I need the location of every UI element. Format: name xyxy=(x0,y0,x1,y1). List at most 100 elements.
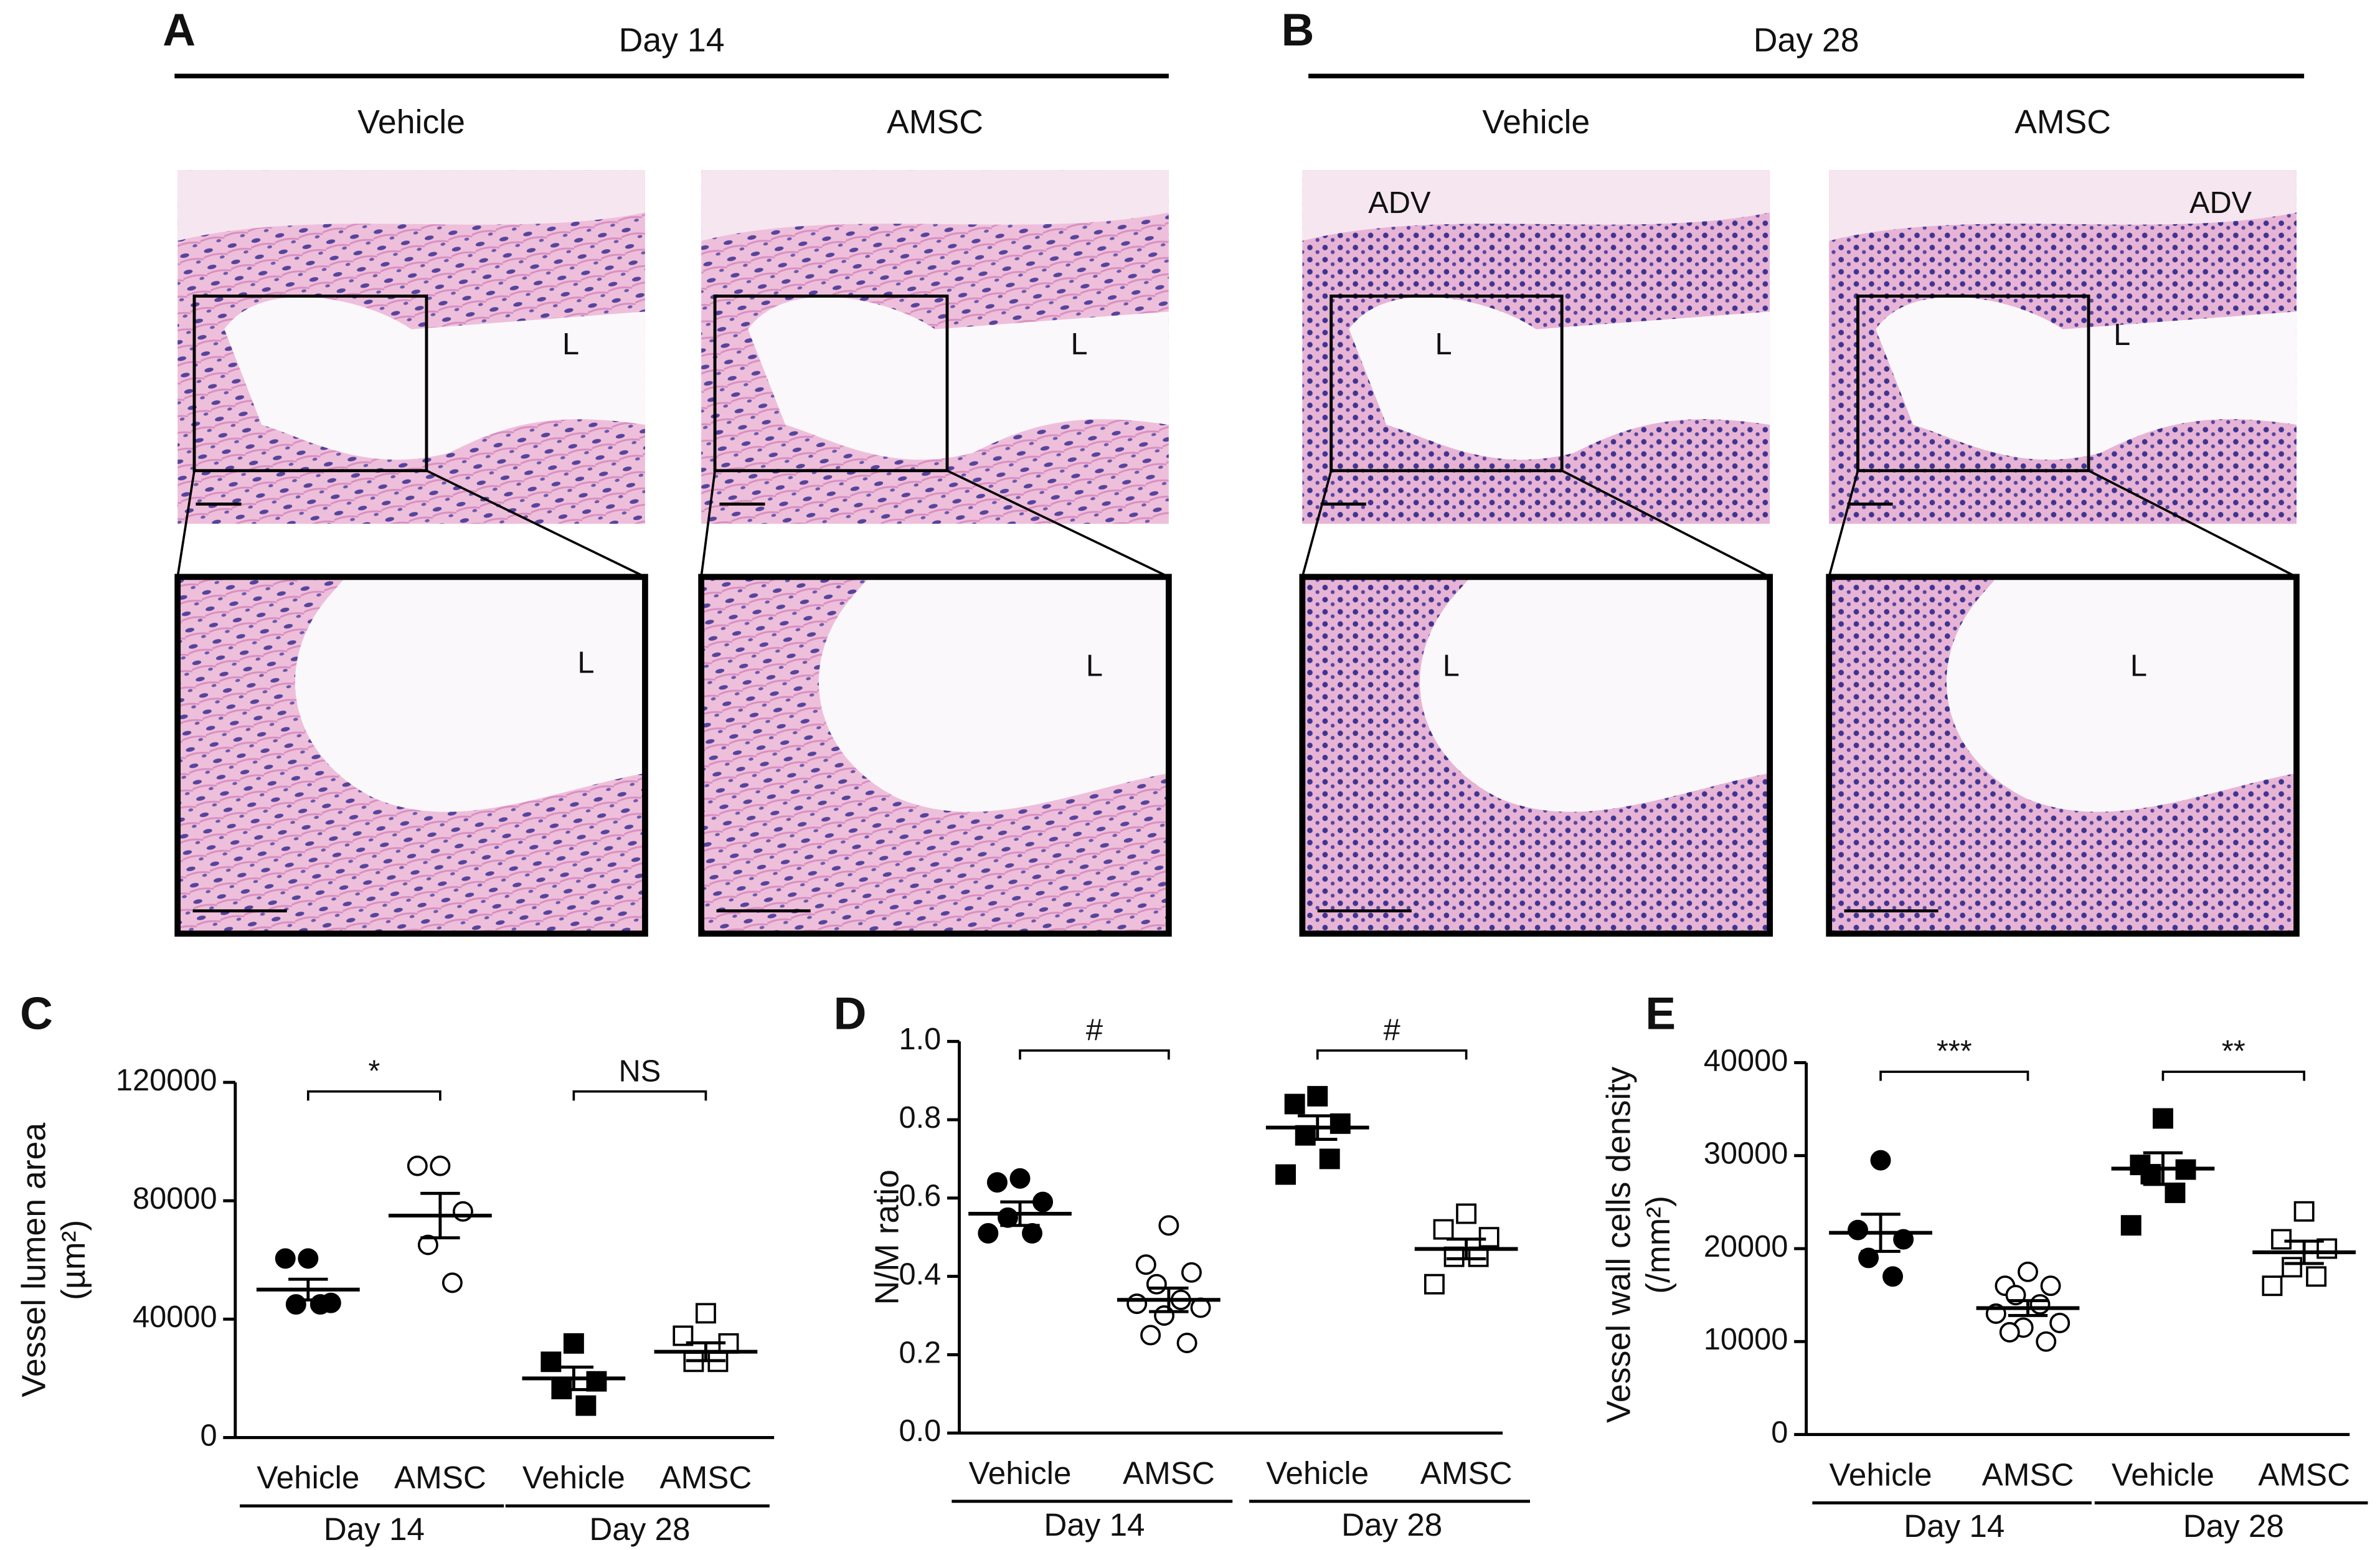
adventitia xyxy=(1829,170,2297,241)
y-tick-label: 0.0 xyxy=(899,1414,941,1448)
zoom-frame xyxy=(1299,574,1773,937)
sem-bar xyxy=(1446,1237,1486,1260)
data-point xyxy=(986,1172,1008,1193)
data-point xyxy=(586,1371,607,1392)
data-point xyxy=(298,1248,319,1269)
sem-bar xyxy=(686,1341,726,1363)
data-point xyxy=(2282,1257,2303,1278)
data-point xyxy=(575,1395,597,1416)
x-tick-label: AMSC xyxy=(660,1460,752,1495)
significance-bracket xyxy=(1019,1049,1170,1060)
x-tick-label: Vehicle xyxy=(257,1460,359,1495)
significance-bracket xyxy=(2161,1070,2305,1081)
x-tick-label: Vehicle xyxy=(522,1460,625,1495)
data-point xyxy=(1858,1247,1879,1269)
y-tick-label: 0.6 xyxy=(899,1179,941,1213)
x-tick-label: Vehicle xyxy=(1266,1455,1369,1491)
data-point xyxy=(1319,1148,1340,1170)
x-tick-label: AMSC xyxy=(1420,1455,1513,1491)
x-tick-label: AMSC xyxy=(2258,1457,2350,1492)
data-point xyxy=(1870,1150,1891,1171)
data-point xyxy=(407,1155,428,1176)
data-point xyxy=(430,1155,451,1176)
data-point xyxy=(1146,1274,1167,1295)
data-point xyxy=(2271,1229,2292,1250)
column-heading: AMSC xyxy=(887,103,983,141)
zoom-frame xyxy=(698,574,1172,937)
y-tick-label: 20000 xyxy=(1704,1230,1788,1264)
data-point xyxy=(442,1272,463,1293)
significance-bracket xyxy=(306,1090,442,1101)
zoom-connector xyxy=(176,470,196,577)
x-tick-label: AMSC xyxy=(394,1460,486,1495)
data-point xyxy=(2040,1275,2061,1297)
column-heading: AMSC xyxy=(2014,103,2111,141)
data-point xyxy=(2120,1215,2142,1236)
group-label: Day 28 xyxy=(1341,1507,1442,1543)
data-point xyxy=(695,1303,716,1324)
panel-letter: C xyxy=(20,989,53,1039)
data-point xyxy=(2306,1266,2327,1287)
vessel-lumen xyxy=(1946,577,2297,812)
panel-title: Day 14 xyxy=(619,22,725,59)
y-tick-label: 1.0 xyxy=(899,1023,941,1056)
significance-label: # xyxy=(1384,1014,1400,1047)
data-point xyxy=(1126,1293,1148,1315)
lumen-label: ADV xyxy=(2189,186,2252,220)
y-axis-label: Vessel lumen area xyxy=(16,1123,53,1397)
significance-label: # xyxy=(1086,1014,1103,1047)
significance-bracket xyxy=(572,1090,707,1101)
zoom-connector xyxy=(947,470,1169,579)
data-point xyxy=(978,1222,999,1244)
data-point xyxy=(2293,1201,2315,1222)
data-point xyxy=(1478,1227,1499,1248)
inset-box xyxy=(1856,295,2090,473)
x-tick-label: AMSC xyxy=(1123,1455,1215,1491)
sem-bar xyxy=(1861,1212,1901,1253)
y-axis-label: N/M ratio xyxy=(869,1170,906,1305)
lumen-label: L xyxy=(1071,328,1088,361)
y-tick-label: 120000 xyxy=(116,1064,217,1097)
data-point xyxy=(1893,1229,1914,1250)
panel-letter: E xyxy=(1645,989,1676,1039)
data-point xyxy=(2049,1312,2071,1333)
data-point xyxy=(563,1333,584,1354)
panel-title: Day 28 xyxy=(1754,22,1859,59)
significance-label: * xyxy=(368,1054,380,1088)
data-point xyxy=(1882,1266,1904,1287)
data-point xyxy=(2018,1261,2038,1282)
sem-bar xyxy=(1298,1114,1338,1141)
y-axis-label: (/mm²) xyxy=(1640,1196,1677,1294)
vessel-lumen xyxy=(1876,296,2297,460)
sem-bar xyxy=(1149,1287,1189,1313)
y-tick-label: 10000 xyxy=(1704,1323,1788,1356)
y-tick-label: 0 xyxy=(1771,1415,1788,1449)
data-point xyxy=(285,1294,306,1315)
data-point xyxy=(1176,1333,1197,1353)
data-point xyxy=(1999,1321,2020,1343)
lumen-label: ADV xyxy=(1368,186,1431,220)
data-point xyxy=(1135,1254,1156,1275)
data-point xyxy=(1456,1203,1477,1224)
data-point xyxy=(1181,1262,1202,1283)
lumen-label: L xyxy=(1443,650,1460,683)
sem-bar xyxy=(288,1277,328,1302)
significance-bracket xyxy=(1879,1070,2029,1081)
vessel-lumen xyxy=(818,577,1169,812)
data-point xyxy=(1848,1219,1868,1240)
y-axis-label: (µm²) xyxy=(55,1220,92,1300)
inset-box xyxy=(192,295,428,473)
lumen-label: L xyxy=(2130,650,2147,683)
zoom-frame xyxy=(174,574,648,937)
significance-label: NS xyxy=(619,1054,661,1088)
inset-box xyxy=(713,295,949,473)
x-tick-label: AMSC xyxy=(1982,1457,2074,1492)
zoom-connector xyxy=(1561,470,1770,579)
adventitia xyxy=(701,170,1169,241)
column-heading: Vehicle xyxy=(1482,103,1590,141)
zoom-connector xyxy=(1828,470,1859,577)
sem-bar xyxy=(554,1365,594,1391)
lumen-label: L xyxy=(1086,650,1103,683)
